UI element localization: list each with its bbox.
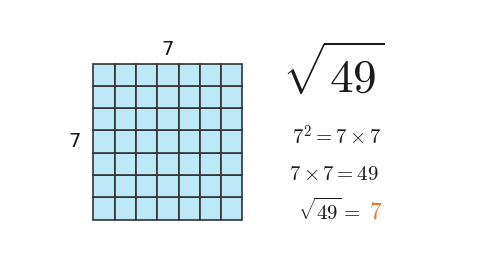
Bar: [115, 153, 136, 175]
Bar: [94, 130, 115, 153]
Bar: [179, 64, 200, 86]
Bar: [221, 153, 242, 175]
Bar: [157, 86, 179, 108]
Bar: [221, 175, 242, 197]
Bar: [157, 108, 179, 130]
Bar: [136, 86, 157, 108]
Bar: [94, 153, 115, 175]
Bar: [157, 153, 179, 175]
Text: $\sqrt{49} = $: $\sqrt{49} = $: [299, 198, 361, 224]
Text: $\mathbf{7}$: $\mathbf{7}$: [370, 199, 383, 223]
Bar: [200, 197, 221, 220]
Bar: [200, 130, 221, 153]
Bar: [115, 86, 136, 108]
Bar: [94, 108, 115, 130]
Bar: [94, 86, 115, 108]
Text: $7^2 = 7 \times 7$: $7^2 = 7 \times 7$: [292, 124, 382, 148]
Bar: [136, 130, 157, 153]
Bar: [200, 86, 221, 108]
Bar: [221, 64, 242, 86]
Bar: [157, 130, 179, 153]
Bar: [179, 86, 200, 108]
Bar: [157, 197, 179, 220]
Text: $7 \times 7 = 49$: $7 \times 7 = 49$: [288, 164, 378, 184]
Bar: [200, 64, 221, 86]
Bar: [179, 130, 200, 153]
Bar: [115, 130, 136, 153]
Bar: [157, 64, 179, 86]
Bar: [221, 130, 242, 153]
Bar: [94, 197, 115, 220]
Bar: [179, 175, 200, 197]
Bar: [94, 64, 115, 86]
Bar: [136, 64, 157, 86]
Bar: [115, 197, 136, 220]
Bar: [221, 108, 242, 130]
Bar: [136, 175, 157, 197]
Bar: [179, 197, 200, 220]
Bar: [136, 153, 157, 175]
Text: 7: 7: [69, 132, 81, 151]
Bar: [115, 108, 136, 130]
Text: $\sqrt{49}$: $\sqrt{49}$: [282, 45, 384, 103]
Bar: [200, 108, 221, 130]
Bar: [115, 64, 136, 86]
Bar: [94, 175, 115, 197]
Bar: [115, 175, 136, 197]
Text: 7: 7: [162, 39, 174, 59]
Bar: [136, 108, 157, 130]
Bar: [157, 175, 179, 197]
Bar: [200, 153, 221, 175]
Bar: [136, 197, 157, 220]
Bar: [221, 86, 242, 108]
Bar: [221, 197, 242, 220]
Bar: [200, 175, 221, 197]
Bar: [179, 108, 200, 130]
Bar: [179, 153, 200, 175]
